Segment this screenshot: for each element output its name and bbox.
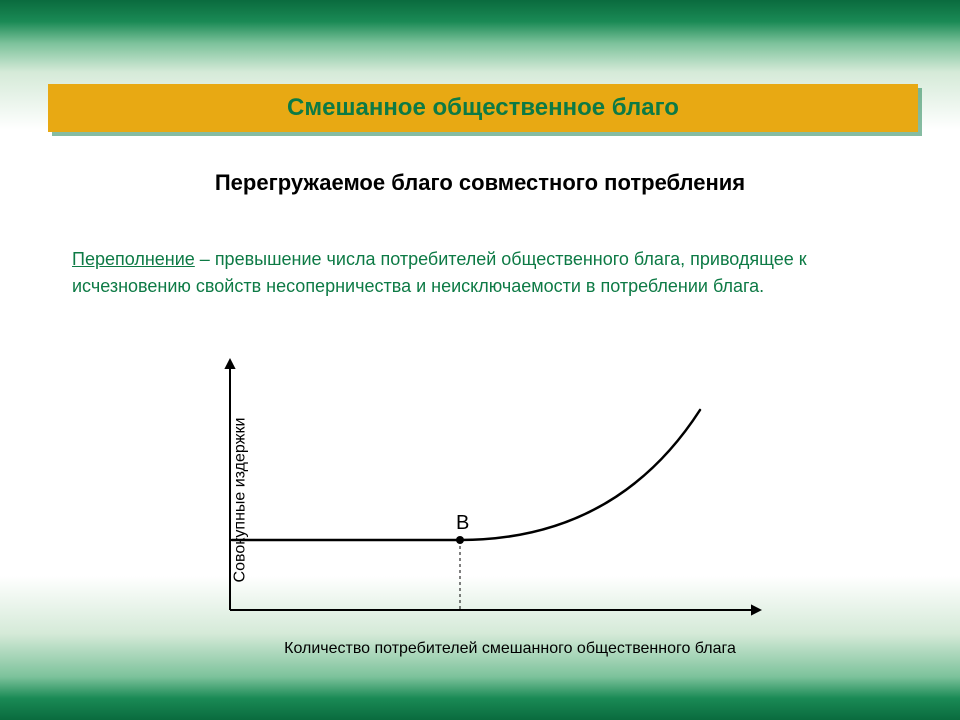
subtitle: Перегружаемое благо совместного потребле… <box>0 170 960 196</box>
definition-paragraph: Переполнение – превышение числа потребит… <box>72 246 892 300</box>
y-axis-label: Совокупные издержки <box>231 418 249 583</box>
definition-dash: – <box>195 249 215 269</box>
point-b-label: B <box>456 512 469 535</box>
title-banner: Смешанное общественное благо <box>48 84 918 132</box>
definition-term: Переполнение <box>72 249 195 269</box>
title-text: Смешанное общественное благо <box>287 94 679 122</box>
cost-chart: Совокупные издержки Количество потребите… <box>150 350 790 650</box>
x-axis-label: Количество потребителей смешанного общес… <box>240 640 780 658</box>
